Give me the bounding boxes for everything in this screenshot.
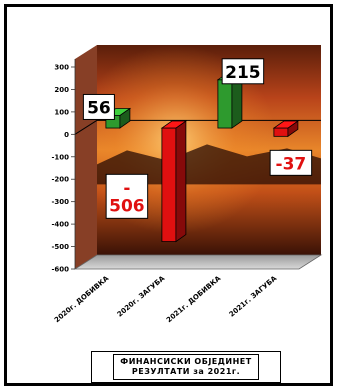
value-label-2: 215 xyxy=(221,58,265,85)
y-tick-label-8: -500 xyxy=(51,243,69,251)
value-label-1: -506 xyxy=(105,173,149,219)
x-category-label-0: 2020г. ДОБИВКА xyxy=(53,274,111,324)
bar-top-1 xyxy=(160,120,188,129)
value-label-text-0-0: 56 xyxy=(87,98,111,118)
value-label-3: -37 xyxy=(269,149,313,176)
value-label-text-1-0: - xyxy=(123,178,130,198)
value-label-box-0 xyxy=(82,93,115,120)
zero-line-side xyxy=(74,119,98,135)
y-tick-label-7: -400 xyxy=(51,221,69,229)
chart-background-silhouette xyxy=(97,144,321,185)
bar-chart: 300 200 100 0 -100 -200 -300 -400 -500 -600 56 2020… xyxy=(51,45,323,324)
y-tick-label-6: -300 xyxy=(51,198,69,206)
y-tick-label-2: 100 xyxy=(54,108,69,116)
bar-front-3 xyxy=(273,127,289,137)
value-label-text-2-0: 215 xyxy=(225,63,261,83)
caption-line-2: РЕЗУЛТАТИ за 2021г. xyxy=(131,367,241,376)
bar-top-3 xyxy=(272,120,300,129)
bar-front-2 xyxy=(217,79,233,129)
value-label-box-2 xyxy=(221,58,265,85)
value-label-box-1 xyxy=(105,173,149,219)
chart-caption-text: ФИНАНСИСКИ ОБЈЕДИНЕТ РЕЗУЛТАТИ за 2021г. xyxy=(113,354,259,380)
x-category-label-3: 2021г. ЗАГУБА xyxy=(228,274,279,319)
chart-side-wall xyxy=(75,45,97,269)
chart-frame: 300 200 100 0 -100 -200 -300 -400 -500 -600 56 2020… xyxy=(4,4,333,386)
bar-3 xyxy=(272,120,300,138)
value-label-text-1-1: 506 xyxy=(109,196,145,216)
y-tick-label-1: 200 xyxy=(54,86,69,94)
value-label-0: 56 xyxy=(82,93,115,120)
value-label-box-3 xyxy=(269,149,313,176)
chart-floor xyxy=(73,254,323,270)
x-category-label-1: 2020г. ЗАГУБА xyxy=(116,274,167,319)
caption-line-1: ФИНАНСИСКИ ОБЈЕДИНЕТ xyxy=(120,357,252,366)
value-label-text-3-0: -37 xyxy=(276,154,307,174)
y-tick-label-4: -100 xyxy=(51,153,69,161)
bar-front-1 xyxy=(161,127,177,243)
y-tick-label-0: 300 xyxy=(54,64,69,72)
bar-side-1 xyxy=(175,120,187,243)
x-category-label-2: 2021г. ДОБИВКА xyxy=(165,274,223,324)
y-tick-label-3: 0 xyxy=(64,131,69,139)
chart-caption: ФИНАНСИСКИ ОБЈЕДИНЕТ РЕЗУЛТАТИ за 2021г. xyxy=(91,351,281,383)
bar-1 xyxy=(160,120,188,243)
y-tick-label-5: -200 xyxy=(51,176,69,184)
y-tick-label-9: -600 xyxy=(51,266,69,274)
